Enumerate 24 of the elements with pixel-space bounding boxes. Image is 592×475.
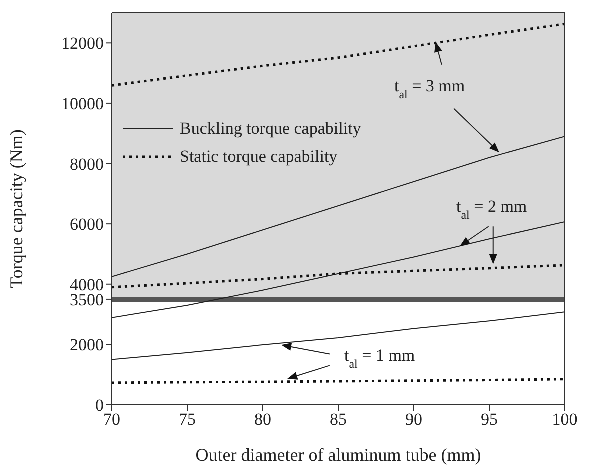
legend-label: Static torque capability xyxy=(180,146,338,167)
annotation: t$_{al}$ = 3 mm xyxy=(394,76,466,102)
line-series xyxy=(112,221,565,318)
x-tick-label: 90 xyxy=(406,410,422,430)
legend-label: Buckling torque capability xyxy=(180,118,362,139)
y-tick-label: 12000 xyxy=(62,34,104,54)
x-axis-title: Outer diameter of aluminum tube (mm) xyxy=(196,445,482,465)
x-tick-label: 80 xyxy=(254,410,272,430)
x-tick-label: 75 xyxy=(179,410,196,430)
y-tick-label: 8000 xyxy=(70,154,104,174)
line-series xyxy=(112,136,565,278)
y-axis-title: Torque capacity (Nm) xyxy=(6,130,26,288)
annotation: t$_{al}$ = 2 mm xyxy=(456,197,528,222)
x-tick-label: 70 xyxy=(104,410,120,430)
line-series xyxy=(112,264,565,289)
x-tick-label: 100 xyxy=(552,410,578,430)
y-tick-label: 10000 xyxy=(62,94,104,114)
y-tick-label: 0 xyxy=(96,396,104,416)
x-tick-label: 85 xyxy=(330,410,347,430)
annotation: t$_{al}$ = 1 mm xyxy=(344,346,416,371)
y-tick-label: 6000 xyxy=(70,215,104,234)
line-series xyxy=(112,312,565,360)
y-tick-label: 2000 xyxy=(70,336,104,355)
x-tick-label: 95 xyxy=(481,410,498,430)
